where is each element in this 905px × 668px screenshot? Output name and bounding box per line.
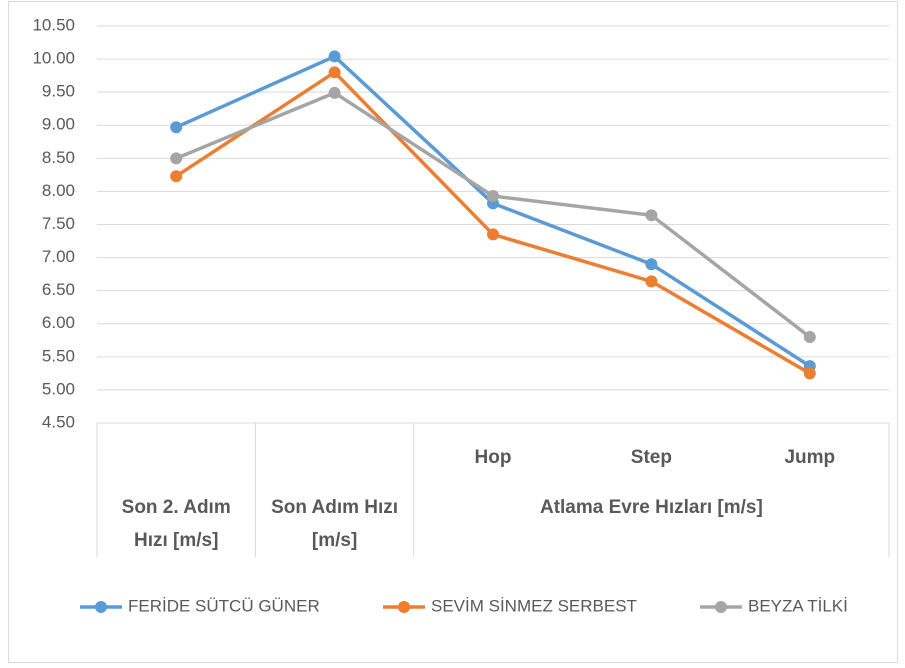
x-tick-label: Jump <box>784 447 836 468</box>
legend-marker <box>715 601 727 613</box>
legend-marker <box>398 601 410 613</box>
x-tick-label: Step <box>630 447 672 468</box>
y-tick-label: 7.00 <box>42 247 75 266</box>
data-point <box>803 367 816 380</box>
data-point <box>645 209 658 222</box>
legend-label: SEVİM SİNMEZ SERBEST <box>431 596 637 615</box>
data-point <box>170 170 183 183</box>
data-point <box>487 190 499 203</box>
y-tick-label: 4.50 <box>42 412 75 431</box>
y-tick-label: 8.50 <box>42 148 75 167</box>
y-tick-label: 9.50 <box>42 82 75 101</box>
y-tick-label: 5.50 <box>42 346 75 365</box>
data-point <box>170 152 183 165</box>
y-tick-label: 7.50 <box>42 214 75 233</box>
y-tick-label: 9.00 <box>42 115 75 134</box>
x-group-label: Atlama Evre Hızları [m/s] <box>539 497 763 518</box>
y-tick-label: 8.00 <box>42 181 75 200</box>
data-point <box>328 66 341 79</box>
chart-border <box>8 1 898 663</box>
legend-label: FERİDE SÜTCÜ GÜNER <box>128 596 320 615</box>
y-tick-label: 6.50 <box>42 280 75 299</box>
data-point <box>328 50 341 63</box>
legend-marker <box>95 601 107 613</box>
y-tick-label: 5.00 <box>42 379 75 398</box>
x-tick-label: Son 2. Adım Hızı [m/s] <box>121 497 231 551</box>
x-tick-label: Hop <box>474 447 512 468</box>
y-tick-label: 10.00 <box>32 49 75 68</box>
data-point <box>487 228 499 241</box>
data-point <box>645 258 658 271</box>
data-point <box>328 86 341 99</box>
legend-label: BEYZA TİLKİ <box>748 596 848 615</box>
x-tick-label: Son Adım Hızı [m/s] <box>271 497 399 551</box>
data-point <box>803 330 816 343</box>
data-point <box>170 121 183 134</box>
y-tick-label: 6.00 <box>42 313 75 332</box>
y-tick-label: 10.50 <box>32 15 75 34</box>
data-point <box>645 275 658 288</box>
